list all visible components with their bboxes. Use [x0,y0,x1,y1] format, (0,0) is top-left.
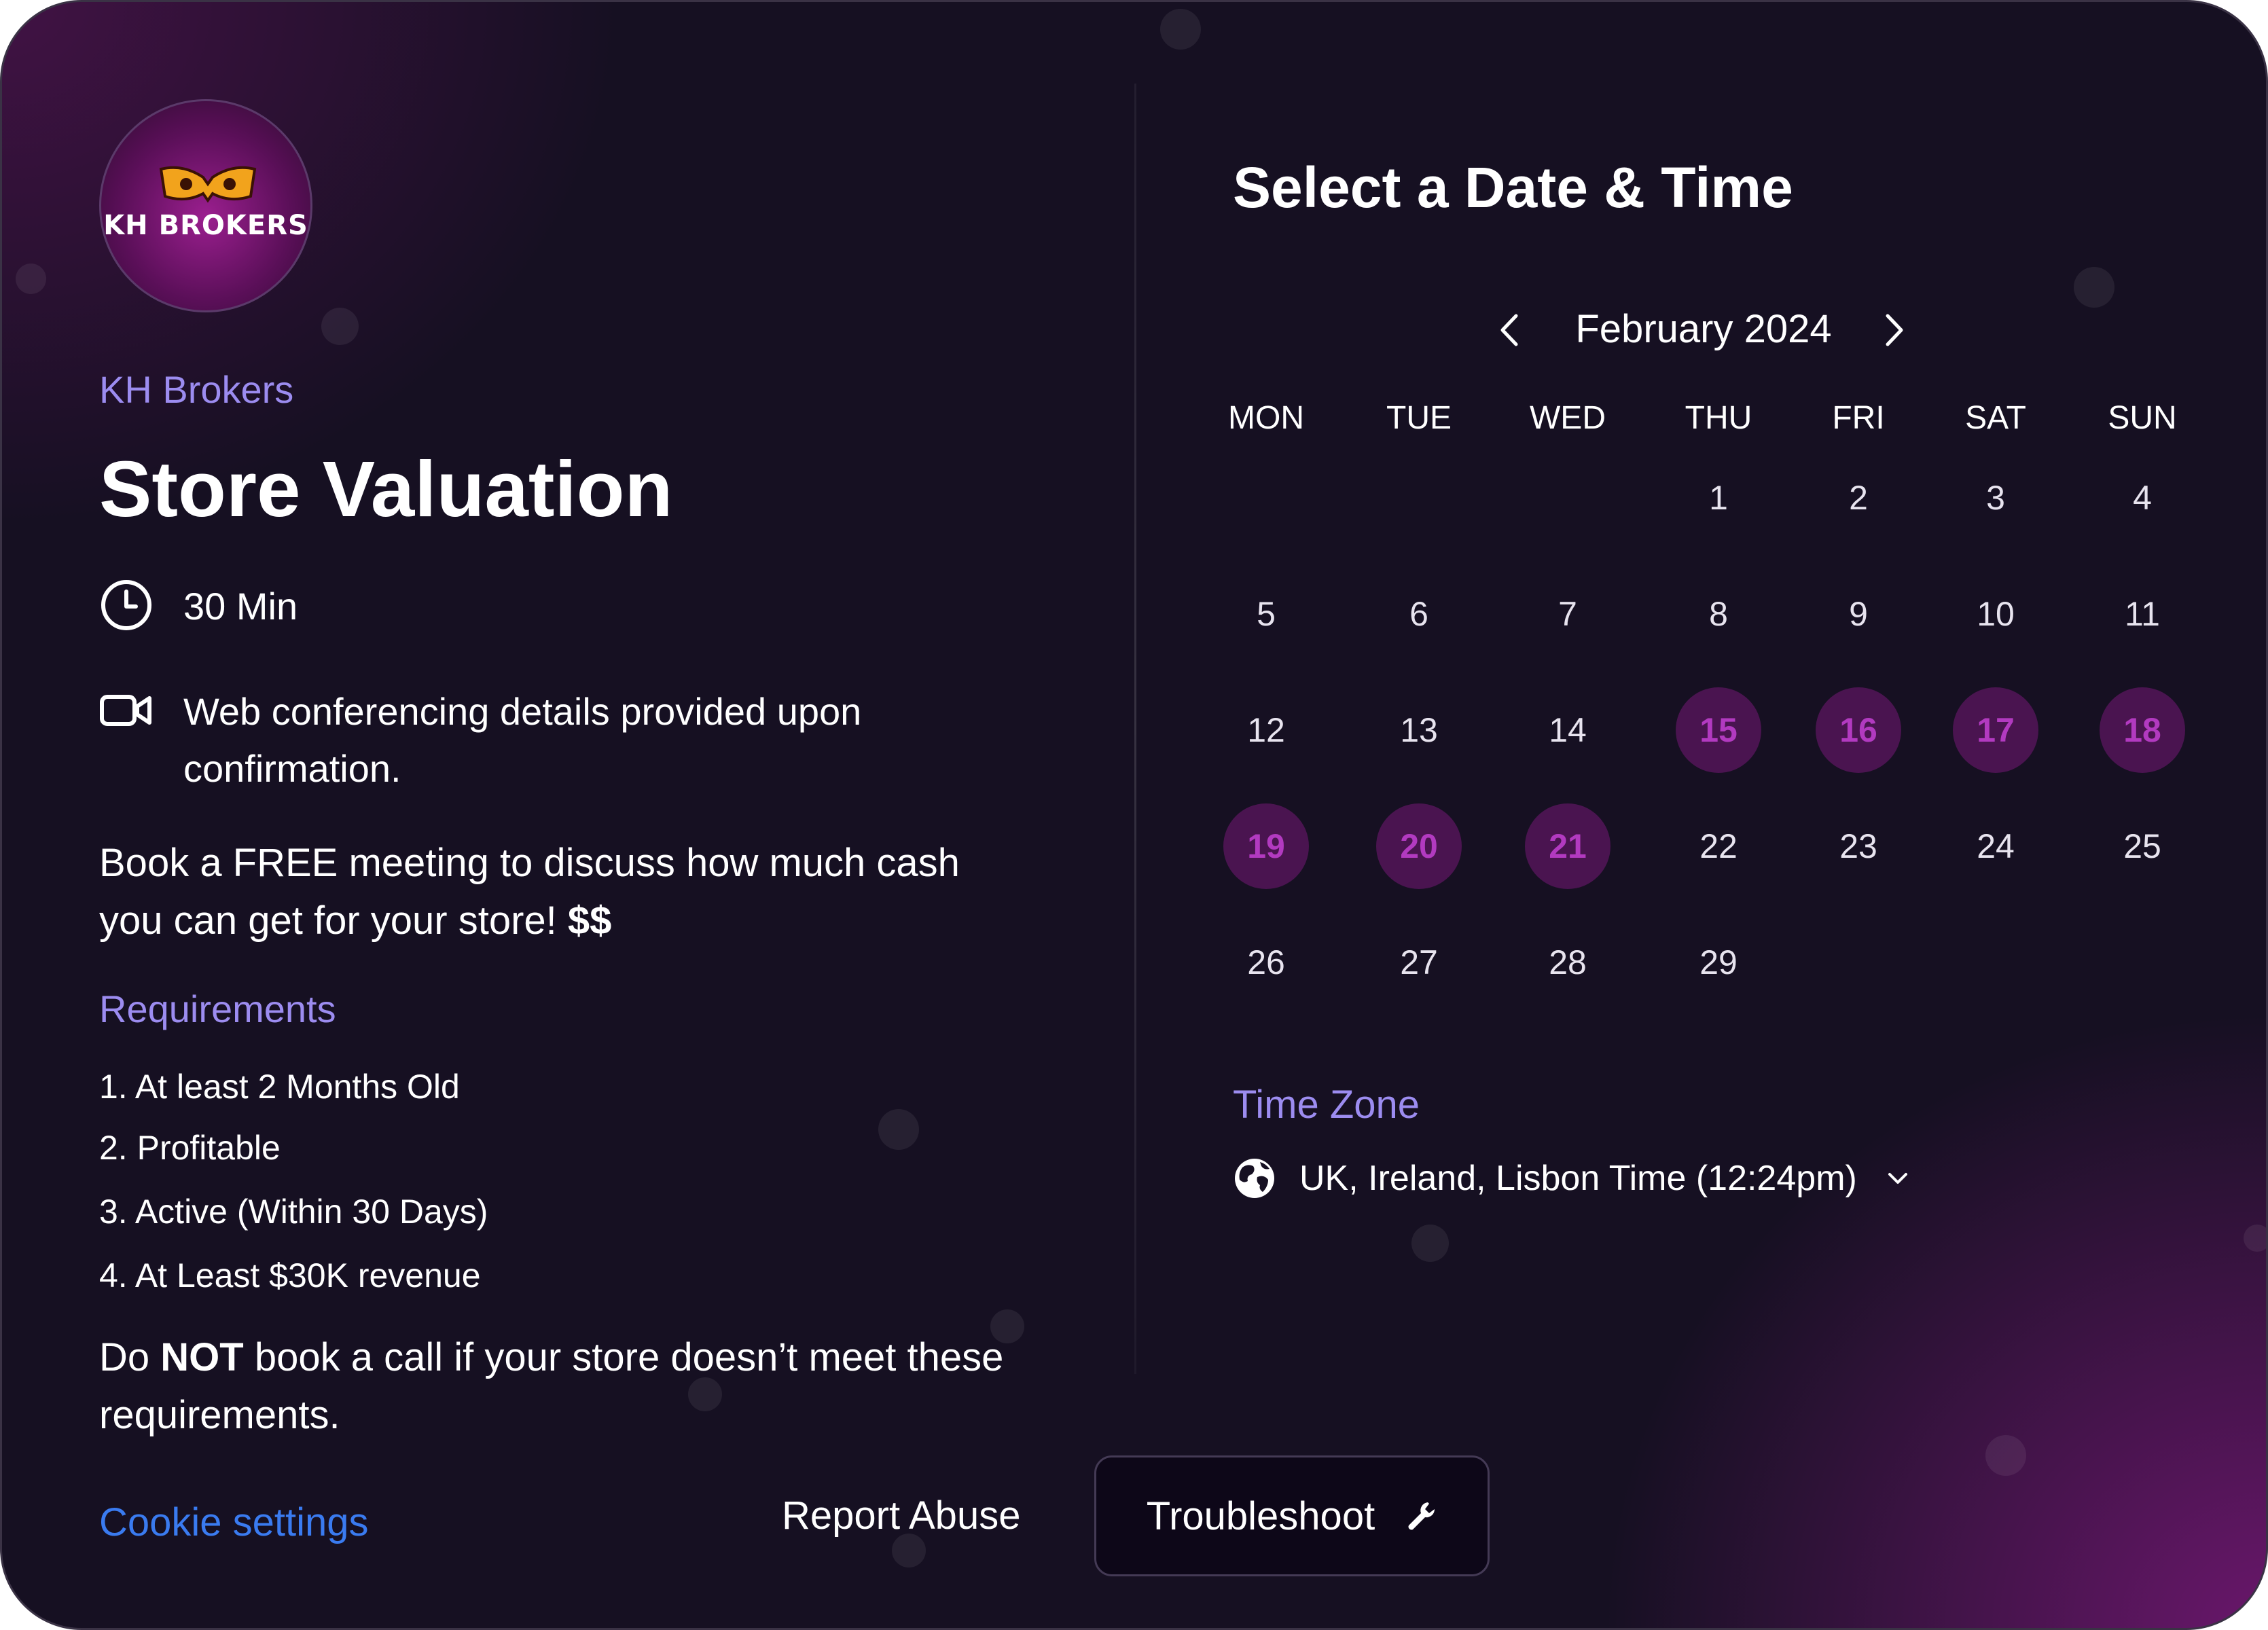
requirements-warning: Do NOT book a call if your store doesn’t… [99,1328,1050,1444]
calendar-day: 8 [1709,595,1728,633]
bokeh-dot [2244,1225,2266,1252]
bokeh-dot [2074,267,2114,308]
calendar-day: 13 [1400,711,1438,749]
bokeh-dot [321,308,359,345]
bokeh-dot [878,1109,919,1150]
weekday-sun: SUN [2108,400,2177,436]
calendar-day-available[interactable]: 18 [2100,687,2185,773]
calendar-day: 6 [1409,595,1428,633]
timezone-selector[interactable]: UK, Ireland, Lisbon Time (12:24pm) [1233,1157,1911,1200]
weekday-wed: WED [1530,400,1606,436]
event-description: Book a FREE meeting to discuss how much … [99,834,982,949]
calendar-day: 11 [2125,595,2160,633]
event-title: Store Valuation [99,445,673,533]
calendar-day: 1 [1709,479,1728,517]
chevron-down-icon [1888,1173,1907,1184]
weekday-fri: FRI [1832,400,1885,436]
calendar-heading: Select a Date & Time [1233,156,1793,219]
conferencing-text: Web conferencing details provided upon c… [183,690,862,790]
pane-divider [1134,84,1136,1374]
calendar-day: 9 [1849,595,1868,633]
calendar-day-available[interactable]: 17 [1953,687,2038,773]
bokeh-dot [16,264,46,294]
description-text: Book a FREE meeting to discuss how much … [99,841,960,943]
calendar-day: 5 [1257,595,1276,633]
calendar-day-available[interactable]: 20 [1376,803,1462,889]
bokeh-dot [892,1534,926,1568]
requirement-item: 3. Active (Within 30 Days) [99,1193,488,1231]
logo-mark-icon [159,166,257,203]
bokeh-dot [1160,9,1201,50]
requirement-item: 4. At Least $30K revenue [99,1256,481,1294]
globe-icon [1235,1159,1274,1198]
calendar-day: 23 [1839,827,1877,865]
bokeh-dot [1411,1225,1449,1262]
video-camera-icon [100,695,151,726]
bokeh-dot [688,1377,722,1411]
calendar-day-available[interactable]: 19 [1223,803,1309,889]
bokeh-dot [990,1309,1024,1343]
calendar-day: 28 [1549,943,1587,981]
requirements-title: Requirements [99,988,336,1030]
requirement-item: 2. Profitable [99,1129,281,1167]
duration-text: 30 Min [183,585,298,628]
calendar-day: 4 [2133,479,2152,517]
duration-row: 30 Min [99,578,298,635]
troubleshoot-button[interactable]: Troubleshoot [1094,1455,1490,1576]
timezone-label: Time Zone [1233,1083,1420,1127]
calendar-day: 10 [1977,595,2015,633]
calendar-day: 2 [1849,479,1868,517]
chevron-left-icon[interactable] [1486,306,1534,354]
organizer-name: KH Brokers [99,368,294,411]
month-label: February 2024 [1575,307,1832,351]
conferencing-row: Web conferencing details provided upon c… [99,683,982,797]
calendar-day: 14 [1549,711,1587,749]
calendar-day: 12 [1247,711,1285,749]
logo-text: KH BROKERS [103,210,308,241]
calendar-day: 26 [1247,943,1285,981]
bokeh-dot [1985,1435,2026,1476]
calendar-day: 27 [1400,943,1438,981]
calendar-day-available[interactable]: 21 [1525,803,1610,889]
weekday-sat: SAT [1965,400,2026,436]
timezone-value: UK, Ireland, Lisbon Time (12:24pm) [1299,1159,1857,1198]
chevron-right-icon[interactable] [1870,306,1918,354]
report-abuse-link[interactable]: Report Abuse [782,1493,1021,1538]
calendar-day: 24 [1977,827,2015,865]
cookie-settings-link[interactable]: Cookie settings [99,1500,369,1544]
description-emphasis: $$ [567,899,612,943]
calendar-day-available[interactable]: 16 [1816,687,1901,773]
warning-text-end: book a call if your store doesn’t meet t… [99,1335,1004,1437]
wrench-icon [1408,1502,1435,1530]
calendar-day: 25 [2123,827,2161,865]
requirement-item: 1. At least 2 Months Old [99,1068,460,1106]
organizer-logo: KH BROKERS [99,99,312,312]
weekday-tue: TUE [1386,400,1452,436]
weekday-mon: MON [1228,400,1304,436]
troubleshoot-label: Troubleshoot [1146,1493,1375,1538]
calendar-day: 29 [1699,943,1738,981]
weekday-thu: THU [1685,400,1752,436]
calendar-day: 7 [1558,595,1577,633]
calendar-day-available[interactable]: 15 [1676,687,1761,773]
calendar-day: 22 [1699,827,1738,865]
warning-text-start: Do [99,1335,161,1379]
clock-icon [101,580,151,630]
calendar-day: 3 [1986,479,2005,517]
warning-emphasis: NOT [160,1335,244,1379]
